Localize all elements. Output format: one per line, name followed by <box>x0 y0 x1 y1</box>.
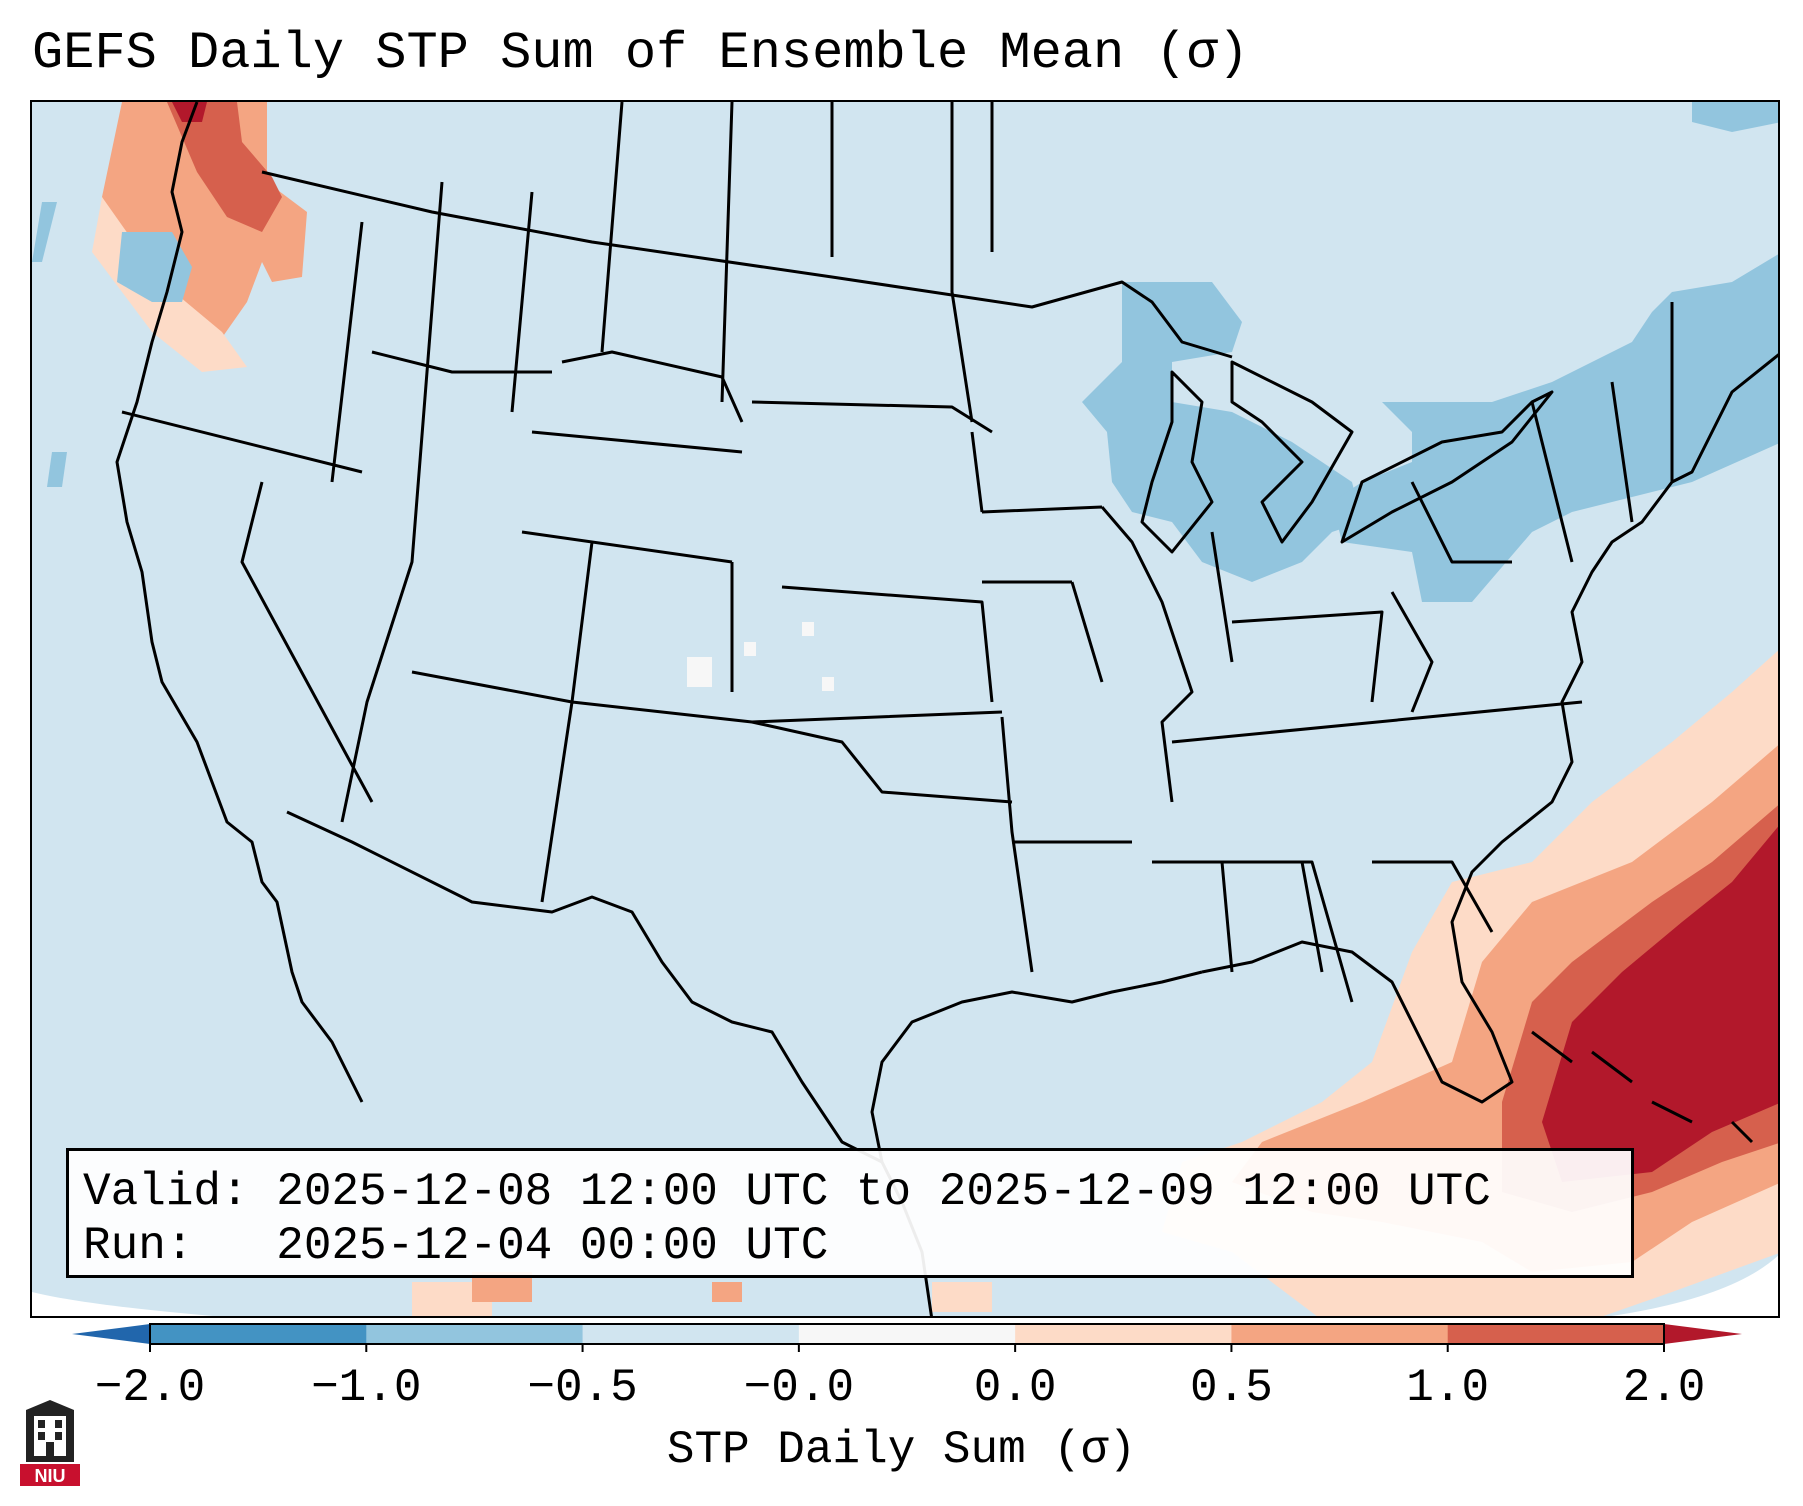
colorbar-segment <box>1231 1324 1449 1344</box>
colorbar-segment <box>798 1324 1016 1344</box>
page-title: GEFS Daily STP Sum of Ensemble Mean (σ) <box>32 24 1249 83</box>
niu-logo: NIU <box>20 1400 80 1486</box>
colorbar-segment <box>1015 1324 1232 1344</box>
map-panel <box>30 100 1780 1318</box>
anomaly-patch-ne-corner <box>1692 102 1778 132</box>
svg-text:NIU: NIU <box>35 1466 66 1486</box>
run-info-box: Valid: 2025-12-08 12:00 UTC to 2025-12-0… <box>66 1148 1634 1278</box>
anomaly-white-2 <box>744 642 756 656</box>
colorbar-segment <box>582 1324 800 1344</box>
colorbar-segment <box>1447 1324 1665 1344</box>
anomaly-patch-nw-red <box>167 102 282 232</box>
canada-border <box>261 170 1233 359</box>
colorbar-outline <box>149 1323 1665 1345</box>
anomaly-white-4 <box>822 677 834 691</box>
anomaly-patch-great-lakes <box>1082 282 1362 582</box>
great-lakes-outline <box>1140 360 1554 554</box>
anomaly-bottom-3 <box>712 1282 742 1302</box>
anomaly-bottom-4 <box>932 1282 992 1312</box>
west-coast <box>115 102 364 1103</box>
colorbar-tick-label: −0.5 <box>527 1362 638 1414</box>
anomaly-patch-nw-dark <box>172 102 207 122</box>
colorbar-over-arrow <box>1664 1324 1742 1344</box>
anomaly-white-1 <box>687 657 712 687</box>
colorbar-tick-label: 0.5 <box>1190 1362 1273 1414</box>
anomaly-atlantic-dark <box>1542 826 1778 1182</box>
colorbar-tick-label: 2.0 <box>1622 1362 1706 1414</box>
anomaly-patch-pacific-1 <box>117 232 192 302</box>
state-lines <box>121 102 1674 1003</box>
colorbar-tick-label: −2.0 <box>94 1362 206 1414</box>
colorbar-segment <box>150 1324 367 1344</box>
colorbar-tick-label: −1.0 <box>311 1362 422 1414</box>
colorbar-tick-label: −0.0 <box>743 1362 855 1414</box>
caribbean-islands <box>1531 1030 1754 1144</box>
anomaly-patch-pacific-3 <box>47 452 67 487</box>
colorbar-segment <box>366 1324 584 1344</box>
colorbar <box>72 1323 1742 1352</box>
anomaly-white-3 <box>802 622 814 636</box>
northeast-coast <box>1201 353 1778 1104</box>
colorbar-tick-label: 1.0 <box>1406 1362 1490 1414</box>
colorbar-tick-label: 0.0 <box>973 1362 1057 1414</box>
colorbar-title: STP Daily Sum (σ) <box>666 1424 1137 1476</box>
map-domain <box>32 102 1778 1316</box>
colorbar-under-arrow <box>72 1324 150 1344</box>
map-canvas <box>32 102 1778 1316</box>
run-time-label: Run: 2025-12-04 00:00 UTC <box>83 1220 829 1272</box>
anomaly-patch-pacific-2 <box>32 202 57 262</box>
mexico-border <box>286 810 883 1164</box>
anomaly-patch-northeast <box>1332 254 1778 602</box>
valid-time-label: Valid: 2025-12-08 12:00 UTC to 2025-12-0… <box>83 1166 1491 1218</box>
boundary-lines <box>115 102 1778 1316</box>
